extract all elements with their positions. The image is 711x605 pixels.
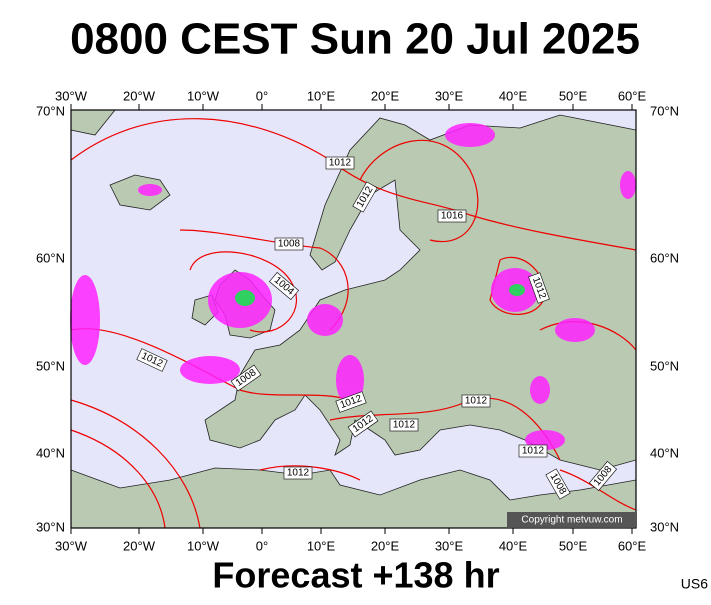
lon-label-top: 30°W: [55, 88, 88, 103]
lon-label-bottom: 50°E: [559, 538, 588, 553]
lat-label-left: 50°N: [36, 358, 65, 373]
lat-label-right: 30°N: [650, 519, 679, 534]
lon-label-top: 10°E: [307, 88, 336, 103]
lat-label-right: 50°N: [650, 358, 679, 373]
isobar-label-box: [325, 156, 355, 170]
isobar-label-box: [274, 237, 304, 251]
isobar-label-text: 1008: [278, 239, 301, 250]
isobar-label-box: [347, 410, 379, 438]
map: 30°W 30°W 20°W 20°W 10°W 10°W 0° 0° 10°E 10°E 20°E…: [36, 88, 679, 553]
isobar-label-box: [389, 418, 419, 432]
lon-label-bottom: 40°E: [499, 538, 528, 553]
lon-label-bottom: 60°E: [618, 538, 647, 553]
isobar-label-box: [268, 271, 300, 301]
isobar-label-box: [437, 209, 467, 223]
forecast-label: Forecast +138 hr: [212, 555, 499, 596]
isobar-label-text: 1012: [393, 420, 416, 431]
lon-label-bottom: 30°W: [55, 538, 88, 553]
isobar-label-box: [352, 181, 378, 213]
model-code: US6: [681, 576, 708, 592]
lon-label-top: 60°E: [618, 88, 647, 103]
lon-label-bottom: 20°E: [371, 538, 400, 553]
isobar-label-text: 1012: [287, 468, 310, 479]
lon-label-bottom: 20°W: [123, 538, 156, 553]
lon-label-top: 30°E: [435, 88, 464, 103]
lat-label-left: 40°N: [36, 445, 65, 460]
lon-label-top: 40°E: [499, 88, 528, 103]
isobar-label-text: 1016: [441, 211, 464, 222]
isobar-label-text: 1012: [465, 396, 488, 407]
isobar-label: 1012: [325, 156, 355, 170]
heavy-precipitation: [235, 284, 525, 306]
map-frame: [70, 109, 637, 529]
isobar-label-box: [230, 364, 262, 392]
isobar-label: 1016: [437, 209, 467, 223]
isobar-label-box: [136, 348, 168, 372]
isobar-label-text: 1012: [329, 158, 352, 169]
isobar-label: 1012: [518, 444, 548, 458]
lat-label-left: 30°N: [36, 519, 65, 534]
lon-label-bottom: 0°: [256, 538, 268, 553]
lon-label-top: 20°E: [371, 88, 400, 103]
isobar-label-box: [335, 391, 367, 413]
lat-label-right: 70°N: [650, 103, 679, 118]
isobar-label-box: [461, 394, 491, 408]
isobar-label-text: 1012: [522, 446, 545, 457]
lon-label-top: 20°W: [123, 88, 156, 103]
lon-label-bottom: 30°E: [435, 538, 464, 553]
precipitation: [70, 123, 636, 450]
isobar-label: 1012: [283, 466, 313, 480]
lat-label-left: 60°N: [36, 250, 65, 265]
lon-label-top: 0°: [256, 88, 268, 103]
lon-label-top: 10°W: [187, 88, 220, 103]
axis-labels: 30°W 30°W 20°W 20°W 10°W 10°W 0° 0° 10°E 10°E 20°E…: [36, 88, 679, 553]
lon-label-bottom: 10°W: [187, 538, 220, 553]
isobar-label-box: [545, 468, 571, 500]
title: 0800 CEST Sun 20 Jul 2025: [70, 15, 640, 64]
lat-label-right: 40°N: [650, 445, 679, 460]
lat-label-left: 70°N: [36, 103, 65, 118]
isobar-label: 1012: [461, 394, 491, 408]
isobar-label: 1012: [389, 418, 419, 432]
copyright: Copyright metvuw.com: [521, 515, 622, 526]
lon-label-top: 50°E: [559, 88, 588, 103]
isobar-label-box: [518, 444, 548, 458]
isobar-label: 1008: [274, 237, 304, 251]
isobar-label-box: [588, 460, 618, 492]
isobar-label-box: [283, 466, 313, 480]
lat-label-right: 60°N: [650, 250, 679, 265]
land: [70, 109, 637, 529]
isobars: [70, 118, 637, 529]
lon-label-bottom: 10°E: [307, 538, 336, 553]
isobar-label-box: [528, 272, 550, 304]
copyright-box: [507, 512, 637, 527]
